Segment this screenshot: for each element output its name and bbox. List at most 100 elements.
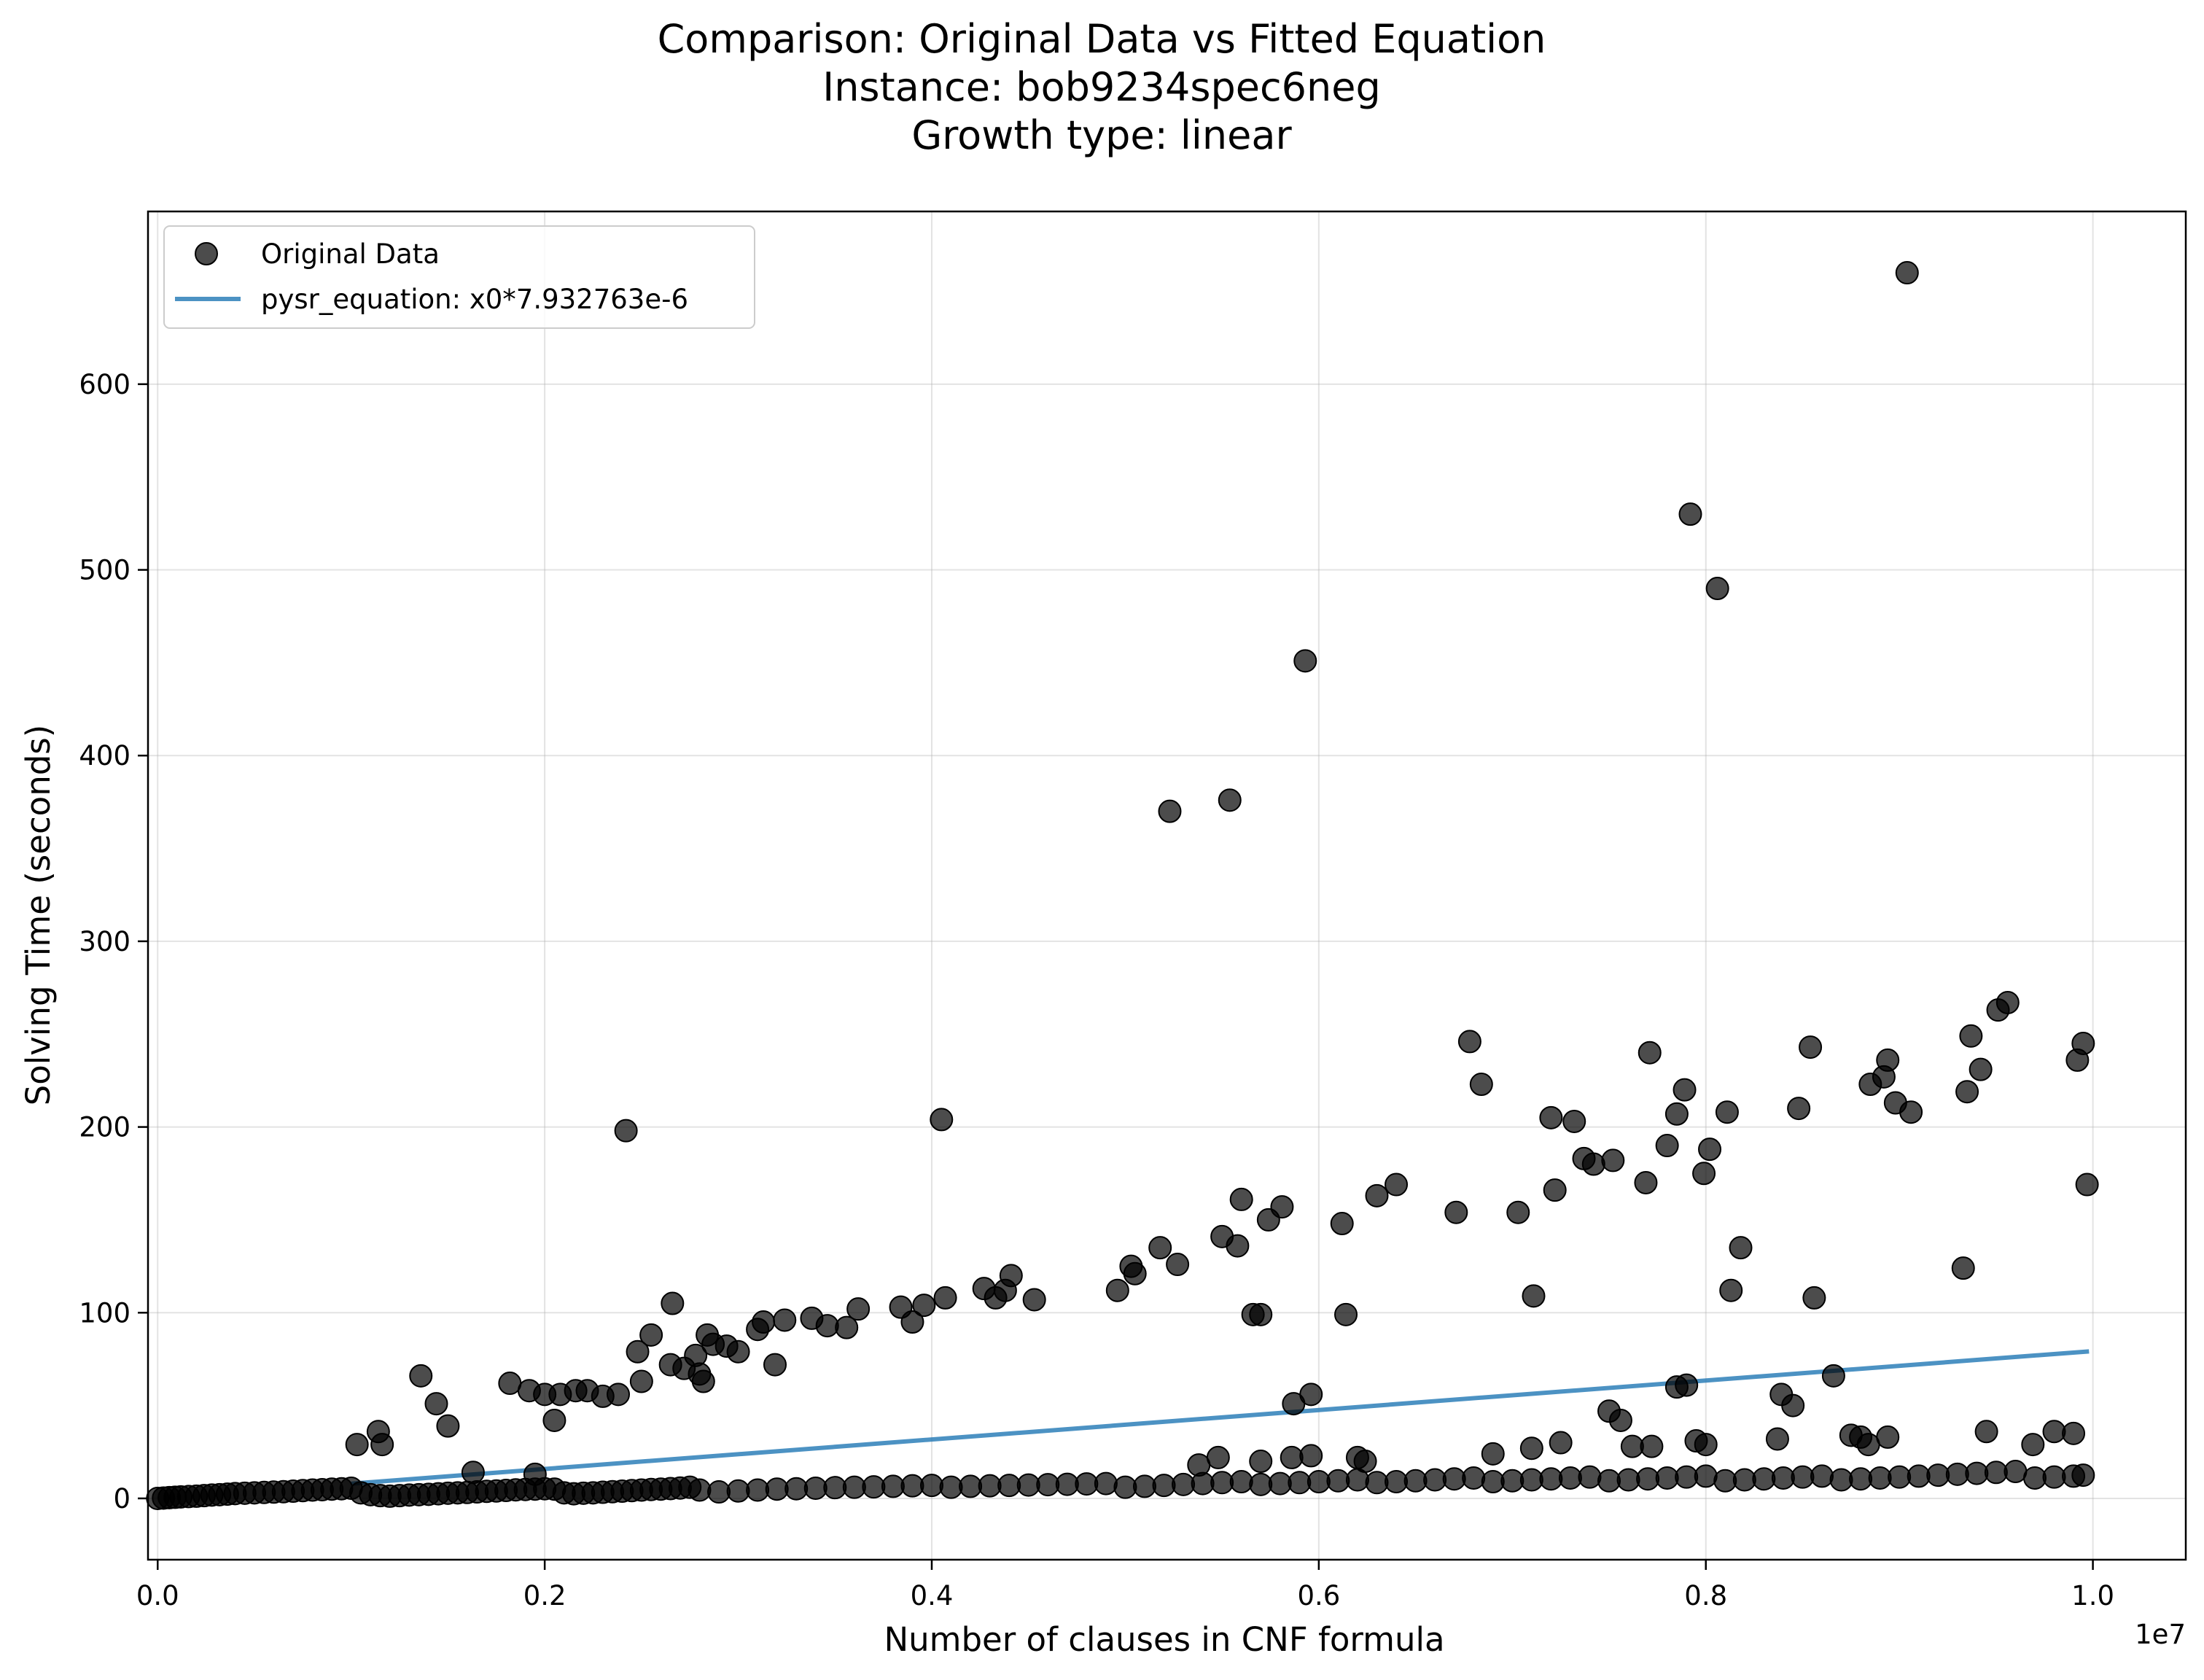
data-point (1655, 1466, 1679, 1490)
y-tick-label: 400 (79, 740, 131, 771)
data-point (773, 1308, 797, 1332)
data-point (2022, 1466, 2047, 1490)
data-point (1752, 1467, 1776, 1491)
data-point (1984, 1461, 2008, 1485)
data-point (1549, 1431, 1573, 1455)
data-point (900, 1310, 924, 1334)
data-point (1951, 1256, 1975, 1280)
data-point (1705, 577, 1729, 601)
x-tick-label: 0.4 (911, 1580, 954, 1611)
x-axis-label: Number of clauses in CNF formula (884, 1620, 1444, 1659)
data-point (1132, 1474, 1156, 1498)
data-point (1692, 1162, 1716, 1186)
data-point (1907, 1464, 1931, 1488)
x-tick-label: 0.6 (1297, 1580, 1340, 1611)
data-point (1926, 1463, 1950, 1488)
data-point (1268, 1471, 1292, 1496)
data-point (1655, 1134, 1679, 1158)
data-point (997, 1474, 1021, 1498)
data-point (1664, 1102, 1689, 1126)
data-point (629, 1369, 653, 1393)
data-point (1868, 1466, 1892, 1490)
data-point (900, 1474, 924, 1498)
data-point (626, 1339, 650, 1364)
data-point (1172, 1472, 1196, 1496)
data-point (1965, 1461, 1989, 1485)
y-tick-label: 100 (79, 1297, 131, 1329)
data-point (862, 1475, 886, 1499)
x-tick-label: 0.2 (523, 1580, 566, 1611)
data-point (1829, 1468, 1853, 1492)
data-point (1558, 1466, 1582, 1490)
y-tick-label: 600 (79, 369, 131, 400)
data-point (607, 1382, 630, 1407)
data-point (1123, 1261, 1147, 1286)
data-point (1299, 1382, 1323, 1407)
data-point (409, 1364, 433, 1388)
data-point (1206, 1445, 1230, 1469)
data-point (639, 1323, 663, 1347)
data-point (424, 1392, 448, 1416)
data-point (461, 1461, 485, 1485)
data-point (1765, 1427, 1789, 1451)
data-point (815, 1314, 839, 1338)
data-point (1152, 1474, 1176, 1498)
data-point (930, 1108, 954, 1132)
y-axis-label: Solving Time (seconds) (19, 725, 58, 1106)
data-point (2021, 1433, 2045, 1457)
data-point (1969, 1057, 1993, 1081)
legend-label-pysr-equation: pysr_equation: x0*7.932763e-6 (261, 284, 688, 315)
data-point (1791, 1465, 1815, 1489)
data-point (1876, 1425, 1900, 1449)
data-point (1280, 1445, 1304, 1469)
data-point (1539, 1105, 1563, 1129)
data-point (1249, 1302, 1273, 1326)
chart-title-line-2: Instance: bob9234spec6neg (822, 64, 1380, 110)
data-point (1158, 799, 1182, 823)
data-point (803, 1476, 828, 1500)
data-point (912, 1294, 936, 1318)
data-point (1601, 1148, 1625, 1172)
data-point (1597, 1469, 1621, 1493)
plot-area-frame (147, 210, 2187, 1561)
data-point (1543, 1178, 1567, 1202)
chart-title-line-3: Growth type: linear (911, 112, 1292, 158)
data-point (1729, 1236, 1753, 1260)
data-point (1423, 1468, 1447, 1492)
data-point (978, 1474, 1002, 1498)
data-point (835, 1315, 859, 1339)
data-point (1636, 1467, 1660, 1491)
data-point (2062, 1421, 2086, 1445)
data-point (726, 1339, 750, 1364)
data-point (1229, 1187, 1253, 1211)
data-point (1016, 1473, 1040, 1497)
legend-marker-original-data (195, 242, 218, 265)
data-point (370, 1433, 394, 1457)
data-point (1895, 261, 1919, 285)
data-point (1640, 1434, 1664, 1458)
data-point (1995, 990, 2020, 1014)
data-point (1249, 1450, 1273, 1474)
data-point (2042, 1420, 2066, 1444)
data-point (1444, 1200, 1468, 1224)
data-point (498, 1372, 522, 1396)
data-point (1698, 1138, 1722, 1162)
data-point (1326, 1469, 1350, 1493)
data-point (1616, 1468, 1640, 1492)
data-point (1113, 1475, 1137, 1499)
data-point (1462, 1466, 1486, 1490)
x-tick-label: 1.0 (2071, 1580, 2114, 1611)
fit-line (351, 1349, 2090, 1486)
data-point (1519, 1468, 1543, 1492)
y-tick-label: 500 (79, 555, 131, 586)
data-point (1608, 1408, 1632, 1432)
data-point (1365, 1183, 1389, 1208)
legend-box (163, 225, 755, 329)
legend-label-original-data: Original Data (261, 238, 440, 270)
data-point (1802, 1286, 1826, 1310)
data-point (2075, 1172, 2099, 1197)
data-point (1210, 1471, 1234, 1495)
data-points (146, 261, 2099, 1510)
data-point (1481, 1470, 1505, 1494)
